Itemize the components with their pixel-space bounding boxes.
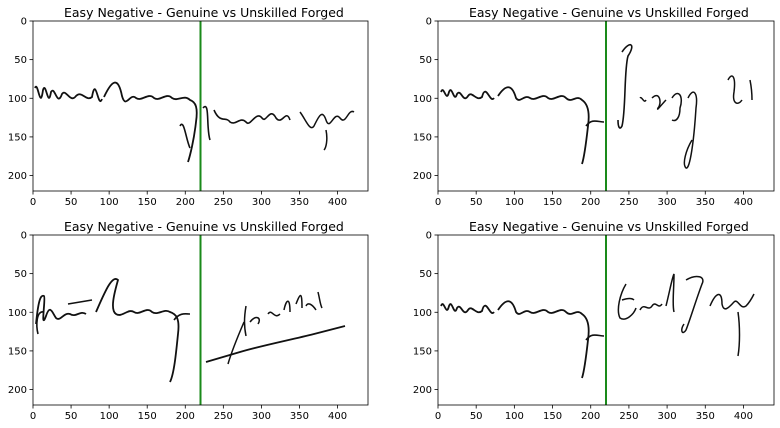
x-tick-label: 200 — [176, 197, 195, 208]
x-tick-label: 150 — [138, 411, 157, 422]
x-tick-label: 400 — [328, 411, 347, 422]
x-tick-label: 400 — [328, 197, 347, 208]
y-tick-label: 200 — [8, 385, 27, 396]
x-tick-label: 100 — [505, 411, 524, 422]
y-tick-label: 100 — [413, 308, 432, 319]
axes-frame — [437, 20, 775, 192]
subplot-2-axes: 0 50 100 150 200 250 300 350 400 0 50 100 150 200 — [413, 17, 775, 208]
x-tick-label: 250 — [214, 411, 233, 422]
subplot-title: Easy Negative - Genuine vs Unskilled For… — [64, 5, 344, 20]
y-tick-label: 100 — [413, 94, 432, 105]
x-tick-label: 250 — [619, 411, 638, 422]
genuine-signature — [440, 86, 605, 165]
y-tick-label: 200 — [413, 385, 432, 396]
x-tick-label: 150 — [543, 197, 562, 208]
x-tick-label: 350 — [290, 197, 309, 208]
x-tick-label: 50 — [470, 411, 483, 422]
y-tick-label: 50 — [419, 55, 432, 66]
subplot-4: Easy Negative - Genuine vs Unskilled For… — [390, 214, 780, 428]
x-tick-label: 300 — [658, 411, 677, 422]
x-tick-label: 0 — [435, 411, 441, 422]
y-tick-label: 150 — [8, 346, 27, 357]
genuine-signature — [35, 278, 191, 383]
y-tick-label: 200 — [8, 171, 27, 182]
x-tick-label: 0 — [30, 197, 36, 208]
axes-frame — [32, 234, 369, 406]
y-tick-label: 0 — [426, 17, 432, 28]
x-tick-label: 150 — [138, 197, 157, 208]
x-tick-label: 350 — [696, 411, 715, 422]
x-tick-label: 200 — [176, 411, 195, 422]
genuine-signature — [440, 300, 605, 379]
subplot-3-axes: 0 50 100 150 200 250 300 350 400 0 50 100 150 200 — [8, 231, 369, 422]
axes-frame — [32, 20, 369, 192]
y-tick-label: 50 — [419, 269, 432, 280]
y-tick-label: 200 — [413, 171, 432, 182]
x-tick-label: 0 — [435, 197, 441, 208]
x-tick-label: 300 — [252, 197, 271, 208]
subplot-title: Easy Negative - Genuine vs Unskilled For… — [64, 219, 344, 234]
y-tick-label: 100 — [8, 308, 27, 319]
x-tick-label: 300 — [658, 197, 677, 208]
y-tick-label: 0 — [426, 231, 432, 242]
x-tick-label: 200 — [581, 411, 600, 422]
forged-signature — [617, 44, 753, 169]
x-tick-label: 50 — [65, 411, 78, 422]
y-tick-label: 50 — [14, 55, 27, 66]
y-tick-label: 150 — [413, 132, 432, 143]
x-tick-label: 200 — [581, 197, 600, 208]
forged-signature — [205, 291, 346, 365]
y-tick-label: 100 — [8, 94, 27, 105]
subplot-1: Easy Negative - Genuine vs Unskilled For… — [0, 0, 390, 214]
x-tick-label: 300 — [252, 411, 271, 422]
forged-signature — [202, 105, 355, 151]
x-tick-label: 350 — [696, 197, 715, 208]
subplot-title: Easy Negative - Genuine vs Unskilled For… — [469, 219, 749, 234]
x-tick-label: 250 — [619, 197, 638, 208]
y-tick-label: 0 — [21, 17, 27, 28]
x-tick-label: 250 — [214, 197, 233, 208]
y-tick-label: 0 — [21, 231, 27, 242]
x-tick-label: 100 — [100, 411, 119, 422]
y-tick-label: 150 — [8, 132, 27, 143]
genuine-signature — [34, 81, 198, 163]
x-tick-label: 50 — [470, 197, 483, 208]
x-tick-label: 400 — [734, 197, 753, 208]
forged-signature — [617, 273, 755, 357]
subplot-4-axes: 0 50 100 150 200 250 300 350 400 0 50 100 150 200 — [413, 231, 775, 422]
x-tick-label: 400 — [734, 411, 753, 422]
subplot-3: Easy Negative - Genuine vs Unskilled For… — [0, 214, 390, 428]
x-tick-label: 150 — [543, 411, 562, 422]
x-tick-label: 50 — [65, 197, 78, 208]
x-tick-label: 100 — [505, 197, 524, 208]
y-tick-label: 50 — [14, 269, 27, 280]
axes-frame — [437, 234, 775, 406]
subplot-2: Easy Negative - Genuine vs Unskilled For… — [390, 0, 780, 214]
subplot-1-axes: 0 50 100 150 200 250 300 350 400 0 50 100 150 200 — [8, 17, 369, 208]
x-tick-label: 100 — [100, 197, 119, 208]
subplot-title: Easy Negative - Genuine vs Unskilled For… — [469, 5, 749, 20]
x-tick-label: 350 — [290, 411, 309, 422]
x-tick-label: 0 — [30, 411, 36, 422]
y-tick-label: 150 — [413, 346, 432, 357]
